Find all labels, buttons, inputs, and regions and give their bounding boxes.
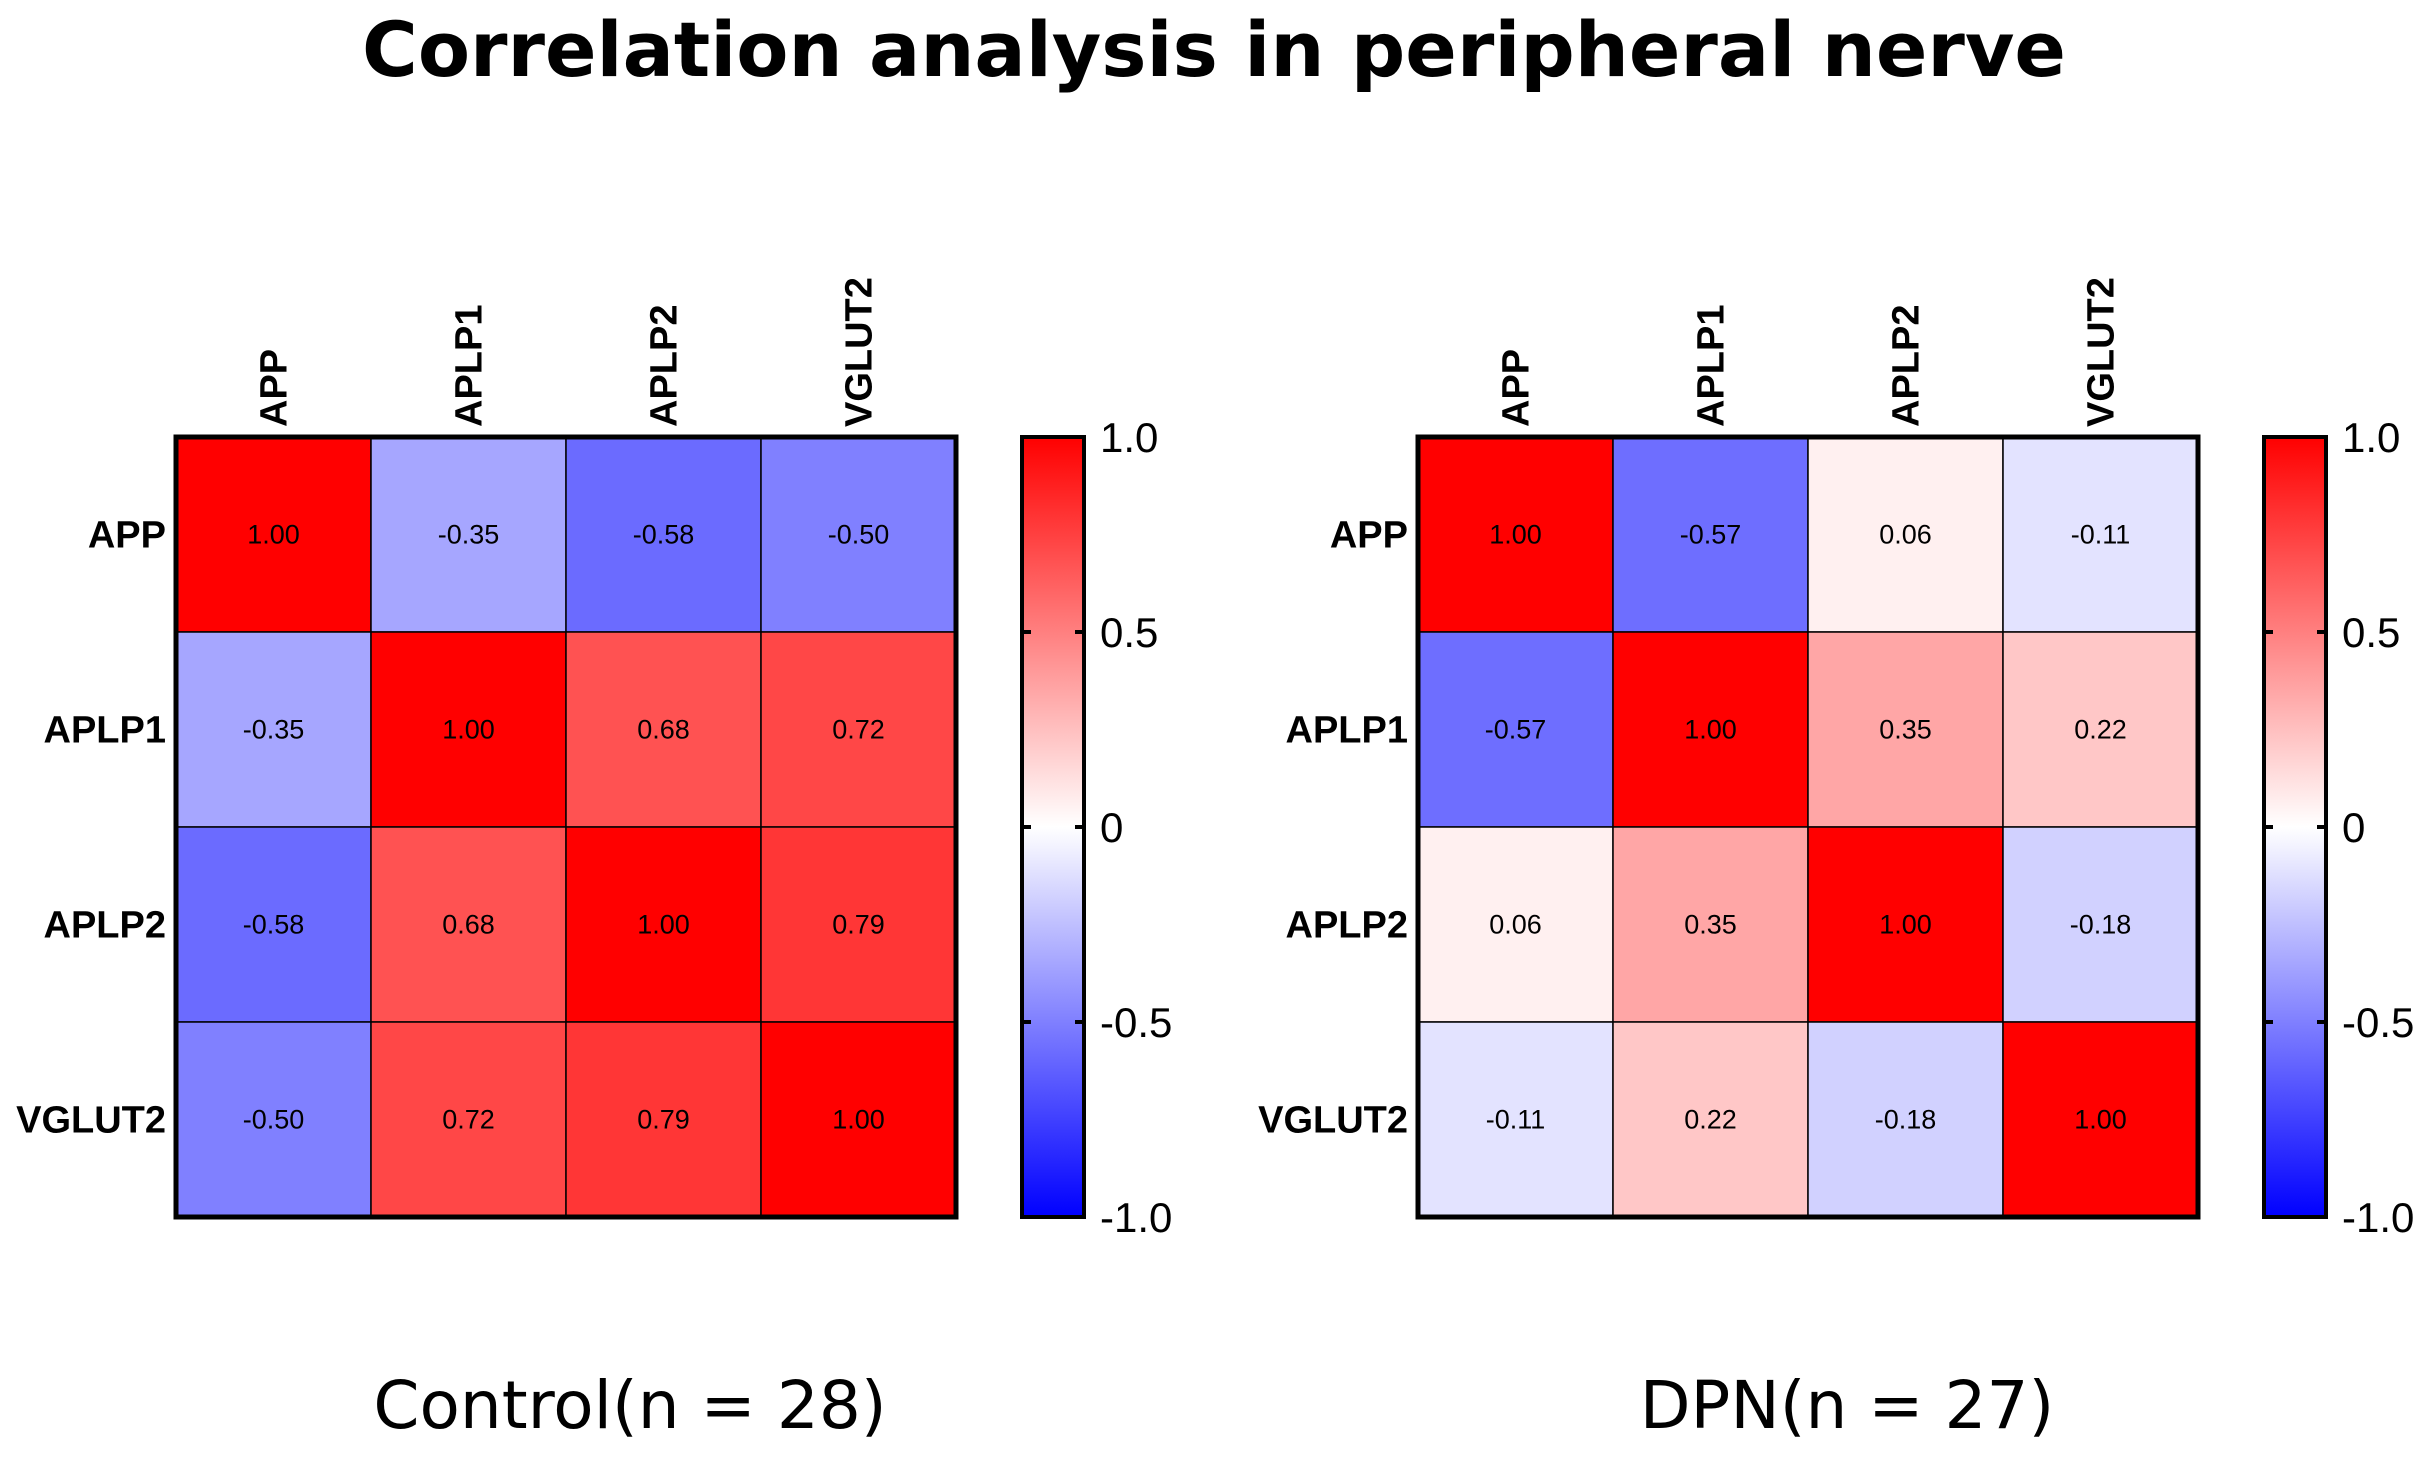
heatmap-panel-dpn: 1.00 -0.57 0.06 -0.11-0.57 1.00 0.35 0.220.06 0… bbox=[1258, 277, 2414, 1444]
colorbar bbox=[2262, 435, 2328, 1219]
heatmap-cell bbox=[2002, 631, 2199, 828]
cell-value-label: -0.11 bbox=[2071, 520, 2131, 550]
column-label: APLP2 bbox=[644, 305, 686, 427]
cell-value-label: 1.00 bbox=[2074, 1105, 2127, 1135]
heatmap-frame bbox=[173, 434, 959, 1220]
cell-value-label: 0.35 bbox=[1684, 910, 1737, 940]
colorbar-tick-label: -0.5 bbox=[1100, 999, 1172, 1046]
row-label: APLP2 bbox=[44, 905, 166, 947]
heatmap-cell bbox=[370, 631, 567, 828]
cell-value-label: 0.79 bbox=[637, 1105, 690, 1135]
column-label: APP bbox=[1496, 349, 1538, 427]
heatmap-cell bbox=[175, 436, 372, 633]
colorbar-tick-label: -0.5 bbox=[2342, 999, 2414, 1046]
cell-value-label: -0.35 bbox=[438, 520, 500, 550]
heatmap-cell bbox=[370, 826, 567, 1023]
cell-value-label: 0.22 bbox=[2074, 715, 2127, 745]
row-label: APP bbox=[1330, 515, 1408, 557]
column-label: APLP1 bbox=[449, 305, 491, 427]
heatmap-cell bbox=[760, 826, 957, 1023]
cell-value-label: 1.00 bbox=[637, 910, 690, 940]
cell-value-label: 0.22 bbox=[1684, 1105, 1737, 1135]
heatmap-cell bbox=[760, 436, 957, 633]
column-label: APP bbox=[254, 349, 296, 427]
colorbar-tick-label: 0 bbox=[1100, 804, 1123, 851]
heatmap-cell bbox=[1807, 1021, 2004, 1218]
cell-value-label: 1.00 bbox=[1879, 910, 1932, 940]
row-label: VGLUT2 bbox=[1258, 1100, 1408, 1142]
colorbar-tick-label: -1.0 bbox=[1100, 1194, 1172, 1241]
row-label: APLP2 bbox=[1286, 905, 1408, 947]
colorbar-tick-label: 0.5 bbox=[1100, 609, 1158, 656]
row-label: APLP1 bbox=[1286, 710, 1408, 752]
cell-value-label: 0.35 bbox=[1879, 715, 1932, 745]
colorbar-tick-label: -1.0 bbox=[2342, 1194, 2414, 1241]
cell-value-label: -0.57 bbox=[1680, 520, 1742, 550]
heatmap-cell bbox=[1612, 436, 1809, 633]
colorbar-tick-label: 1.0 bbox=[2342, 414, 2400, 461]
main-title: Correlation analysis in peripheral nerve bbox=[362, 5, 2066, 94]
cell-value-label: -0.58 bbox=[243, 910, 305, 940]
panel-caption: DPN(n = 27) bbox=[1640, 1367, 2055, 1444]
heatmap-cell bbox=[760, 1021, 957, 1218]
heatmap-cell bbox=[1807, 631, 2004, 828]
cell-value-label: -0.18 bbox=[2070, 910, 2132, 940]
cell-value-label: 1.00 bbox=[1489, 520, 1542, 550]
heatmap-cell bbox=[175, 1021, 372, 1218]
cell-value-label: -0.50 bbox=[828, 520, 890, 550]
cell-value-label: -0.58 bbox=[633, 520, 695, 550]
cell-value-label: 0.68 bbox=[637, 715, 690, 745]
heatmap-cell bbox=[2002, 1021, 2199, 1218]
heatmap-panel-control: 1.00 -0.35 -0.58 -0.50-0.35 1.00 0.68 0.72-0.5… bbox=[16, 277, 1172, 1444]
panel-caption: Control(n = 28) bbox=[373, 1367, 886, 1444]
cell-value-label: 0.79 bbox=[832, 910, 885, 940]
cell-value-label: 0.06 bbox=[1879, 520, 1932, 550]
column-label: APLP2 bbox=[1886, 305, 1928, 427]
cell-value-label: -0.35 bbox=[243, 715, 305, 745]
heatmap-cell bbox=[1612, 1021, 1809, 1218]
heatmap-frame bbox=[1415, 434, 2201, 1220]
colorbar-tick-label: 0.5 bbox=[2342, 609, 2400, 656]
colorbar-tick-label: 1.0 bbox=[1100, 414, 1158, 461]
heatmap-cell bbox=[1417, 436, 1614, 633]
row-label: APLP1 bbox=[44, 710, 166, 752]
heatmap-cell bbox=[1807, 436, 2004, 633]
cell-value-label: 0.06 bbox=[1489, 910, 1542, 940]
heatmap-cell bbox=[760, 631, 957, 828]
heatmap-cell bbox=[1612, 631, 1809, 828]
heatmap-cell bbox=[2002, 436, 2199, 633]
heatmap-cell bbox=[1417, 631, 1614, 828]
heatmap-cell bbox=[565, 1021, 762, 1218]
cell-value-label: 0.72 bbox=[832, 715, 885, 745]
cell-value-label: -0.57 bbox=[1485, 715, 1547, 745]
heatmap-cell bbox=[1417, 1021, 1614, 1218]
cell-value-label: 0.68 bbox=[442, 910, 495, 940]
cell-value-label: 1.00 bbox=[1684, 715, 1737, 745]
heatmap-cell bbox=[175, 631, 372, 828]
cell-value-label: -0.50 bbox=[243, 1105, 305, 1135]
row-label: APP bbox=[88, 515, 166, 557]
heatmap-cell bbox=[370, 436, 567, 633]
cell-value-label: 1.00 bbox=[247, 520, 300, 550]
column-label: VGLUT2 bbox=[839, 277, 881, 427]
colorbar bbox=[1020, 435, 1086, 1219]
cell-value-label: 1.00 bbox=[442, 715, 495, 745]
colorbar-tick-label: 0 bbox=[2342, 804, 2365, 851]
cell-value-label: 0.72 bbox=[442, 1105, 495, 1135]
heatmap-cell bbox=[370, 1021, 567, 1218]
cell-value-label: -0.11 bbox=[1486, 1105, 1546, 1135]
row-label: VGLUT2 bbox=[16, 1100, 166, 1142]
cell-value-label: -0.18 bbox=[1875, 1105, 1937, 1135]
column-label: VGLUT2 bbox=[2081, 277, 2123, 427]
heatmap-cell bbox=[1807, 826, 2004, 1023]
cell-value-label: 1.00 bbox=[832, 1105, 885, 1135]
column-label: APLP1 bbox=[1691, 305, 1733, 427]
